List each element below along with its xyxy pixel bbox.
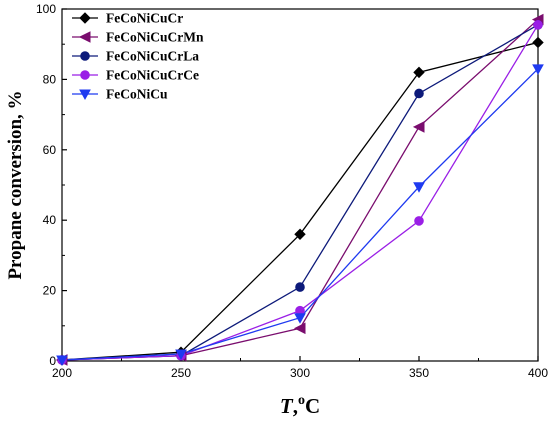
x-axis-title: T,oC bbox=[280, 393, 320, 418]
x-tick-label: 400 bbox=[528, 366, 548, 380]
y-tick-label: 80 bbox=[43, 72, 57, 86]
legend-label-4: FeCoNiCu bbox=[106, 87, 168, 102]
data-point bbox=[413, 182, 425, 193]
legend: FeCoNiCuCr FeCoNiCuCrMn FeCoNiCuCrLa FeCoNi… bbox=[72, 11, 204, 102]
x-tick-label: 350 bbox=[409, 366, 429, 380]
axis-titles: T,oC Propane conversion, % bbox=[5, 90, 320, 418]
data-point bbox=[295, 282, 305, 292]
data-point bbox=[412, 121, 425, 133]
legend-label-1: FeCoNiCuCrMn bbox=[106, 30, 204, 45]
data-point bbox=[414, 216, 424, 226]
data-point bbox=[294, 313, 306, 324]
data-point bbox=[293, 322, 306, 335]
x-tick-label: 300 bbox=[290, 366, 310, 380]
legend-marker-4 bbox=[79, 89, 91, 101]
series-markers bbox=[55, 13, 544, 366]
y-axis-title: Propane conversion, % bbox=[5, 90, 26, 279]
legend-marker-2 bbox=[80, 51, 90, 61]
y-tick-label: 20 bbox=[43, 284, 57, 298]
y-tick-label: 100 bbox=[36, 2, 56, 16]
x-tick-label: 200 bbox=[52, 366, 72, 380]
data-point bbox=[413, 66, 425, 79]
legend-label-0: FeCoNiCuCr bbox=[106, 11, 183, 26]
data-point bbox=[175, 349, 187, 360]
y-tick-label: 0 bbox=[49, 354, 56, 368]
data-point bbox=[532, 36, 544, 49]
legend-label-3: FeCoNiCuCrCe bbox=[106, 68, 199, 83]
legend-marker-0 bbox=[79, 12, 91, 24]
data-point bbox=[533, 20, 543, 30]
legend-label-2: FeCoNiCuCrLa bbox=[106, 49, 199, 64]
legend-marker-3 bbox=[80, 70, 90, 80]
data-point bbox=[56, 355, 68, 366]
data-point bbox=[414, 88, 424, 99]
y-tick-label: 60 bbox=[43, 143, 57, 157]
data-point bbox=[532, 64, 544, 75]
axes: 200 250 300 350 400 0 20 40 60 80 100 bbox=[36, 2, 548, 380]
legend-marker-1 bbox=[78, 31, 91, 43]
y-tick-label: 40 bbox=[43, 213, 57, 227]
data-point bbox=[294, 228, 306, 240]
x-tick-label: 250 bbox=[171, 366, 191, 380]
